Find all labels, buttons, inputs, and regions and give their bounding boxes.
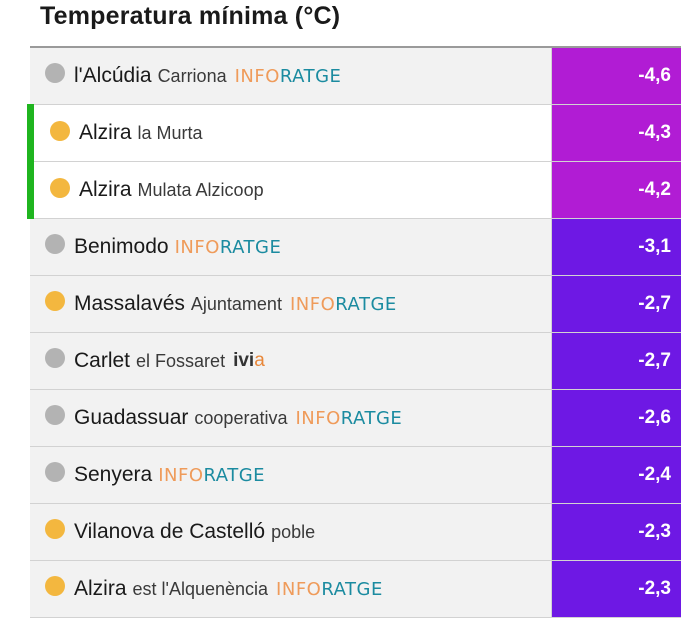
temperature-value: -2,6 <box>552 390 681 446</box>
station-place: l'Alcúdia <box>74 64 152 87</box>
inforatge-logo-part: INFO <box>276 578 322 600</box>
inforatge-logo: INFORATGE <box>175 237 282 258</box>
temperature-value: -2,4 <box>552 447 681 503</box>
temperature-value: -2,7 <box>552 276 681 332</box>
station-name-cell[interactable]: Alzira la Murta <box>30 105 552 161</box>
table-row[interactable]: Senyera INFORATGE -2,4 <box>30 447 681 504</box>
status-dot-yellow-icon <box>45 576 65 596</box>
station-place: Alzira <box>79 121 132 144</box>
table-row[interactable]: Vilanova de Castelló poble -2,3 <box>30 504 681 561</box>
status-dot-grey-icon <box>45 348 65 368</box>
station-place: Guadassuar <box>74 406 189 429</box>
table-row[interactable]: Massalavés Ajuntament INFORATGE -2,7 <box>30 276 681 333</box>
station-place: Benimodo <box>74 235 169 258</box>
station-place: Senyera <box>74 463 153 486</box>
table-row[interactable]: Alzira est l'Alquenència INFORATGE -2,3 <box>30 561 681 618</box>
station-place: Vilanova de Castelló <box>74 520 266 543</box>
station-subname: la Murta <box>137 122 203 143</box>
inforatge-logo: INFORATGE <box>295 408 402 429</box>
station-subname: cooperativa <box>194 407 288 428</box>
inforatge-logo-part: RATGE <box>340 407 403 429</box>
temperature-value: -4,2 <box>552 162 681 218</box>
inforatge-logo-part: INFO <box>234 65 280 87</box>
ivia-logo-part: a <box>254 350 265 371</box>
station-subname: el Fossaret <box>136 350 226 371</box>
inforatge-logo: INFORATGE <box>158 465 265 486</box>
table-row[interactable]: Carlet el Fossaret ivia -2,7 <box>30 333 681 390</box>
table-row[interactable]: Alzira Mulata Alzicoop -4,2 <box>27 161 681 219</box>
temperature-value: -2,7 <box>552 333 681 389</box>
page-title: Temperatura mínima (°C) <box>40 2 341 30</box>
inforatge-logo-part: INFO <box>295 407 341 429</box>
status-dot-grey-icon <box>45 462 65 482</box>
ivia-logo: ivia <box>233 350 265 372</box>
inforatge-logo-part: INFO <box>289 293 336 315</box>
status-dot-yellow-icon <box>50 178 70 198</box>
station-name-cell[interactable]: Alzira Mulata Alzicoop <box>30 162 552 218</box>
status-dot-yellow-icon <box>45 291 65 311</box>
temperature-value: -2,3 <box>552 561 681 617</box>
station-place: Alzira <box>79 178 132 201</box>
table-row[interactable]: Guadassuar cooperativa INFORATGE -2,6 <box>30 390 681 447</box>
station-name-cell[interactable]: l'Alcúdia Carriona INFORATGE <box>30 48 552 104</box>
inforatge-logo-part: RATGE <box>321 578 383 600</box>
table-row[interactable]: Benimodo INFORATGE -3,1 <box>30 219 681 276</box>
status-dot-yellow-icon <box>45 519 65 539</box>
inforatge-logo-part: RATGE <box>203 464 266 486</box>
inforatge-logo-part: RATGE <box>219 236 282 258</box>
status-dot-yellow-icon <box>50 121 70 141</box>
temperature-value: -4,3 <box>552 105 681 161</box>
station-name-cell[interactable]: Guadassuar cooperativa INFORATGE <box>30 390 552 446</box>
inforatge-logo-part: RATGE <box>279 65 342 87</box>
station-name-cell[interactable]: Senyera INFORATGE <box>30 447 552 503</box>
station-subname: est l'Alquenència <box>132 578 269 599</box>
station-subname: Carriona <box>157 65 227 86</box>
inforatge-logo: INFORATGE <box>290 294 397 315</box>
station-place: Alzira <box>74 577 127 600</box>
inforatge-logo-part: INFO <box>158 464 204 486</box>
inforatge-logo-part: RATGE <box>335 293 397 315</box>
status-dot-grey-icon <box>45 63 65 83</box>
status-dot-grey-icon <box>45 234 65 254</box>
status-dot-grey-icon <box>45 405 65 425</box>
station-place: Massalavés <box>74 292 185 315</box>
temperature-value: -4,6 <box>552 48 681 104</box>
station-name-cell[interactable]: Massalavés Ajuntament INFORATGE <box>30 276 552 332</box>
station-name-cell[interactable]: Vilanova de Castelló poble <box>30 504 552 560</box>
station-subname: poble <box>271 521 316 542</box>
min-temperature-table: l'Alcúdia Carriona INFORATGE -4,6 Alzira la M… <box>27 46 681 618</box>
inforatge-logo-part: INFO <box>174 236 220 258</box>
station-subname: Mulata Alzicoop <box>137 179 264 200</box>
station-subname: Ajuntament <box>190 293 282 314</box>
station-place: Carlet <box>74 349 131 372</box>
inforatge-logo: INFORATGE <box>235 66 342 87</box>
table-row[interactable]: Alzira la Murta -4,3 <box>27 104 681 162</box>
station-name-cell[interactable]: Benimodo INFORATGE <box>30 219 552 275</box>
station-name-cell[interactable]: Carlet el Fossaret ivia <box>30 333 552 389</box>
station-name-cell[interactable]: Alzira est l'Alquenència INFORATGE <box>30 561 552 617</box>
inforatge-logo: INFORATGE <box>276 579 383 600</box>
temperature-value: -2,3 <box>552 504 681 560</box>
temperature-value: -3,1 <box>552 219 681 275</box>
table-row[interactable]: l'Alcúdia Carriona INFORATGE -4,6 <box>30 48 681 105</box>
ivia-logo-part: ivi <box>233 350 255 371</box>
